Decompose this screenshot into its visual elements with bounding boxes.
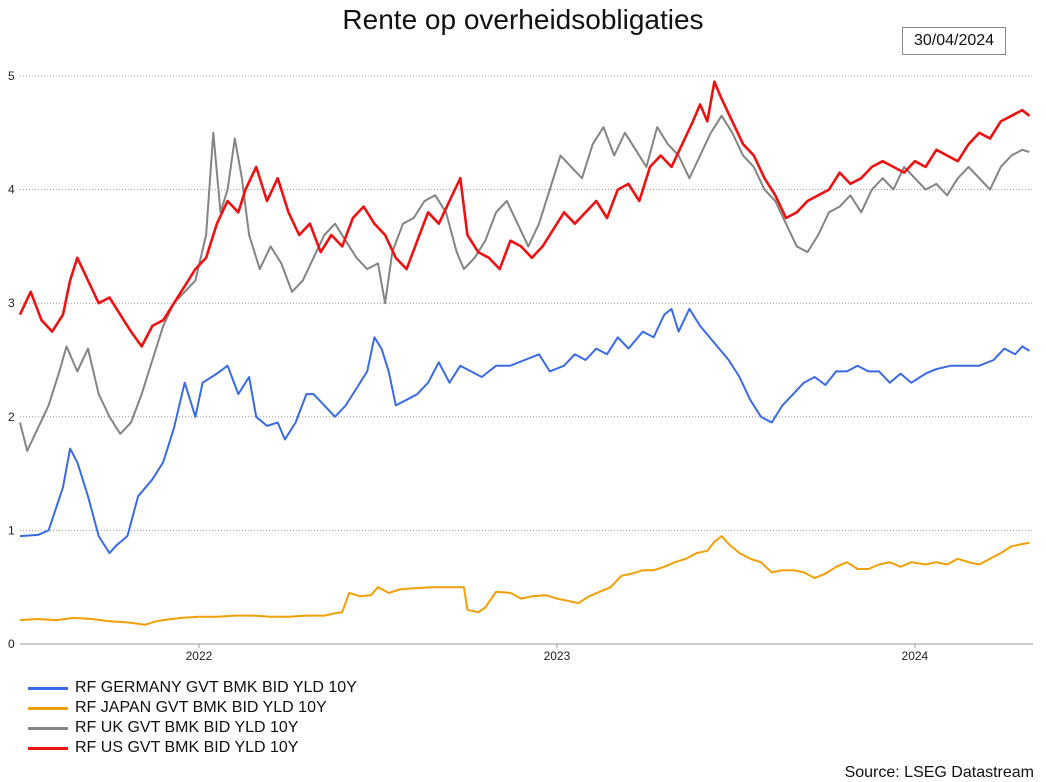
legend-item-germany: RF GERMANY GVT BMK BID YLD 10Y bbox=[28, 678, 357, 698]
grid bbox=[20, 75, 1033, 645]
legend-label-germany: RF GERMANY GVT BMK BID YLD 10Y bbox=[75, 679, 357, 696]
x-tick-label: 2022 bbox=[186, 649, 213, 663]
axes: 0 1 2 3 4 5 2022 2023 2024 bbox=[8, 69, 929, 663]
chart-title: Rente op overheidsobligaties bbox=[342, 4, 704, 35]
legend-label-japan: RF JAPAN GVT BMK BID YLD 10Y bbox=[75, 699, 327, 716]
y-tick-label: 4 bbox=[8, 183, 15, 197]
legend-swatch-uk bbox=[28, 726, 68, 730]
y-tick-label: 3 bbox=[8, 296, 15, 310]
x-tick-label: 2024 bbox=[902, 649, 929, 663]
x-tick-label: 2023 bbox=[544, 649, 571, 663]
y-tick-label: 1 bbox=[8, 523, 15, 537]
y-tick-label: 2 bbox=[8, 410, 15, 424]
legend-swatch-japan bbox=[28, 706, 68, 710]
legend: RF GERMANY GVT BMK BID YLD 10Y RF JAPAN … bbox=[28, 678, 357, 758]
legend-swatch-germany bbox=[28, 686, 68, 690]
y-tick-label: 5 bbox=[8, 69, 15, 83]
legend-item-uk: RF UK GVT BMK BID YLD 10Y bbox=[28, 718, 357, 738]
series-line-us bbox=[18, 80, 1031, 348]
series-line-japan bbox=[19, 535, 1030, 626]
legend-item-japan: RF JAPAN GVT BMK BID YLD 10Y bbox=[28, 698, 357, 718]
legend-label-us: RF US GVT BMK BID YLD 10Y bbox=[75, 739, 299, 756]
series-line-uk bbox=[19, 114, 1030, 452]
legend-label-uk: RF UK GVT BMK BID YLD 10Y bbox=[75, 719, 299, 736]
legend-item-us: RF US GVT BMK BID YLD 10Y bbox=[28, 738, 357, 758]
source-note: Source: LSEG Datastream bbox=[844, 764, 1034, 781]
y-tick-label: 0 bbox=[8, 637, 15, 651]
series-lines bbox=[18, 80, 1031, 626]
date-box: 30/04/2024 bbox=[902, 27, 1006, 55]
series-line-germany bbox=[19, 307, 1030, 555]
legend-swatch-us bbox=[28, 746, 68, 750]
